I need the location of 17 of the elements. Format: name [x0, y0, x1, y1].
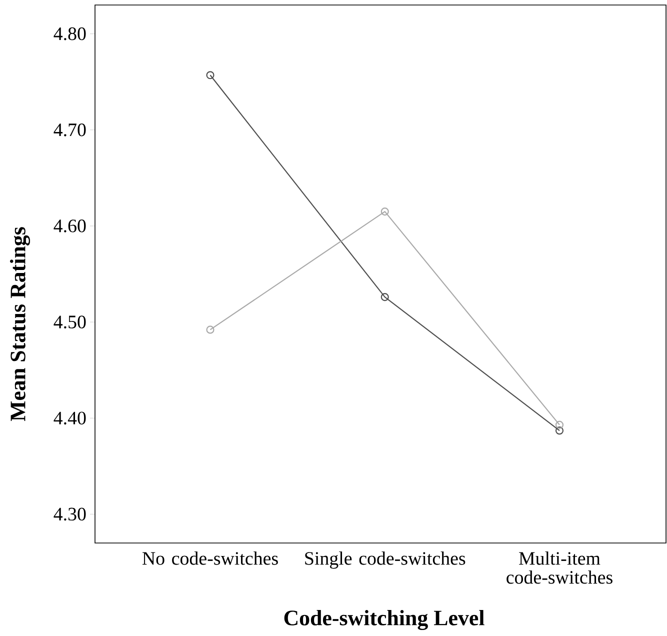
x-tick-label: Single code-switches — [305, 552, 466, 569]
point — [206, 326, 214, 334]
y-tick-label: 4.50 — [54, 316, 86, 328]
y-axis-title: Mean Status Ratings — [10, 227, 30, 422]
y-tick-label: 4.40 — [54, 412, 86, 425]
y-tick-label: 4.70 — [54, 123, 86, 136]
point — [206, 71, 214, 80]
point — [555, 426, 564, 435]
y-tick-label: 4.60 — [54, 220, 86, 232]
y-tick-label: 4.30 — [54, 508, 86, 521]
point — [380, 208, 389, 216]
x-tick-label: No code-switches — [142, 552, 278, 565]
y-tick-label: 4.80 — [54, 27, 86, 40]
point — [380, 293, 389, 302]
x-tick-label: Multi-item code-switches — [506, 552, 612, 584]
x-axis-title: Code-switching Level — [284, 610, 484, 630]
point — [555, 420, 564, 429]
